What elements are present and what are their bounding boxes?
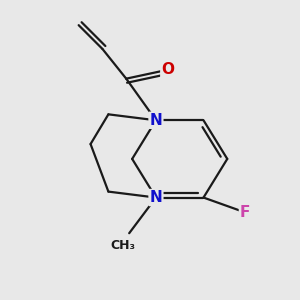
Text: F: F (240, 205, 250, 220)
Text: CH₃: CH₃ (111, 238, 136, 252)
Text: O: O (161, 62, 174, 77)
Text: N: N (150, 113, 162, 128)
Text: N: N (150, 190, 162, 205)
